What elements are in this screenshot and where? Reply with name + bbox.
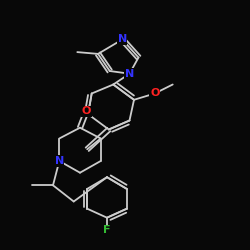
Text: O: O <box>82 106 91 117</box>
Text: F: F <box>103 225 111 235</box>
Text: N: N <box>125 69 134 79</box>
Text: N: N <box>118 34 127 44</box>
Text: O: O <box>150 88 160 99</box>
Text: N: N <box>55 156 64 166</box>
